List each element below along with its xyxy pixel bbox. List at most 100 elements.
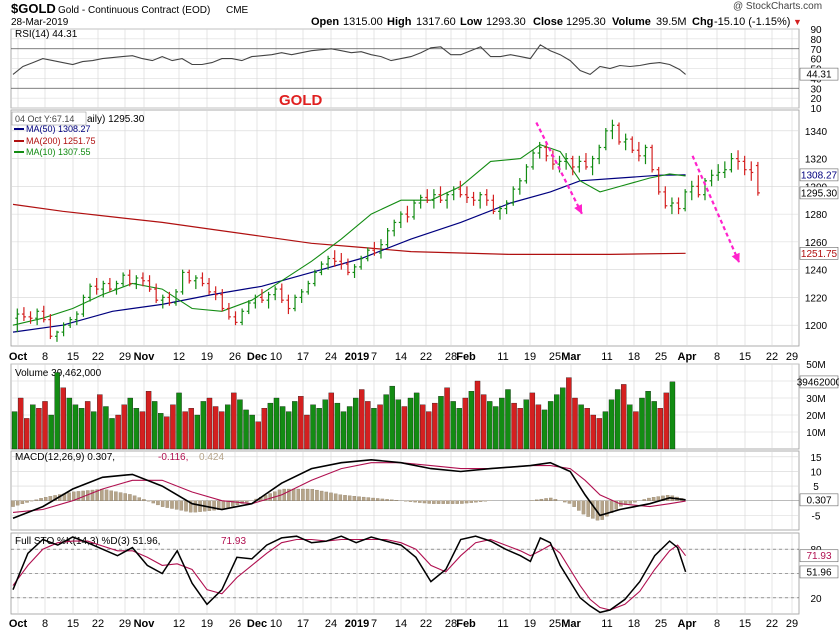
macd-histogram-bar	[483, 500, 488, 502]
macd-histogram-bar	[319, 490, 324, 501]
volume-bar	[456, 408, 462, 450]
ohlc-bar	[15, 308, 20, 333]
macd-histogram-bar	[156, 500, 160, 506]
ma50-legend: MA(50) 1308.27	[26, 124, 91, 134]
volume-bar	[322, 399, 328, 450]
volume-bar	[401, 406, 408, 450]
chart-header: $GOLD Gold - Continuous Contract (EOD) C…	[11, 1, 822, 28]
volume-bar	[340, 411, 347, 450]
macd-histogram-bar	[427, 500, 431, 504]
ma10-legend: MA(10) 1307.55	[26, 147, 91, 157]
macd-histogram-bar	[268, 493, 272, 501]
ma50-value-tag-text: 1308.27	[801, 170, 838, 181]
volume-bar	[450, 401, 456, 450]
ohlc-bar	[74, 311, 79, 326]
ohlc-bar	[48, 314, 53, 340]
volume-y-tick-label: 50M	[806, 360, 825, 371]
rsi-y-tick-label: 20	[810, 94, 822, 105]
ohlc-bar	[121, 272, 126, 287]
sto-x-tick-label: Apr	[678, 618, 698, 630]
volume-bar	[627, 404, 633, 450]
macd-histogram-bar	[605, 500, 609, 517]
ohlc-bar	[253, 294, 258, 309]
macd-histogram-bar	[446, 500, 450, 504]
macd-histogram-bar	[43, 497, 48, 501]
macd-histogram-bar	[291, 488, 296, 501]
price-x-tick-label: 25	[655, 351, 667, 363]
volume-bar	[194, 414, 200, 450]
volume-bar	[310, 404, 316, 450]
macd-histogram-bar	[109, 490, 113, 501]
sto-x-tick-label: 29	[786, 618, 798, 630]
ohlc-bar	[630, 136, 635, 154]
volume-bar	[255, 421, 261, 450]
macd-histogram-bar	[174, 500, 179, 510]
arrow-down-icon	[731, 252, 740, 263]
ma200-legend: MA(200) 1251.75	[26, 136, 96, 146]
price-x-tick-label: 11	[601, 351, 612, 363]
symbol-label[interactable]: $GOLD	[11, 1, 56, 16]
macd-histogram-bar	[160, 500, 165, 507]
high-label: High	[387, 16, 412, 28]
volume-bar	[578, 404, 584, 450]
macd-y-tick-label: -5	[812, 511, 821, 522]
ohlc-bar	[94, 277, 99, 295]
ohlc-bar	[233, 311, 238, 326]
sto-x-tick-label: Mar	[561, 618, 581, 630]
ohlc-bar	[359, 255, 364, 270]
macd-histogram-bar	[390, 499, 394, 501]
macd-histogram-bar	[338, 494, 343, 501]
ohlc-bar	[167, 291, 172, 306]
sto-x-tick-label: 24	[325, 618, 337, 630]
volume-bar	[231, 392, 237, 450]
macd-histogram-bar	[132, 495, 137, 501]
macd-value-tag-text: 0.307	[806, 495, 831, 506]
chg-label: Chg	[692, 16, 713, 28]
ohlc-bar	[418, 194, 423, 209]
macd-histogram-bar	[441, 500, 445, 504]
ohlc-bar	[597, 144, 602, 165]
ohlc-bar	[81, 294, 86, 317]
ohlc-bar	[88, 283, 93, 302]
macd-legend-signal: -0.116,	[158, 452, 188, 463]
sto-x-tick-label: 15	[739, 618, 751, 630]
macd-histogram-bar	[165, 500, 170, 508]
macd-histogram-bar	[15, 500, 20, 506]
volume-bar	[444, 387, 450, 450]
ohlc-bar	[240, 308, 245, 326]
ohlc-bar	[220, 289, 225, 312]
macd-histogram-bar	[380, 498, 385, 501]
ohlc-bar	[603, 128, 608, 151]
price-x-tick-label: 12	[173, 351, 185, 363]
macd-histogram-bar	[614, 500, 618, 510]
ohlc-bar	[154, 283, 159, 303]
chg-value: -15.10 (-1.15%)	[714, 16, 790, 28]
macd-histogram-bar	[549, 497, 553, 501]
macd-line	[12, 458, 686, 520]
volume-value-tag-box	[799, 375, 839, 389]
ohlc-bar	[107, 277, 112, 292]
rsi-y-tick-label: 60	[810, 55, 822, 66]
sto-x-tick-label: 18	[628, 618, 640, 630]
ohlc-bar	[696, 175, 701, 198]
ohlc-bar	[458, 180, 463, 198]
macd-histogram-bar	[39, 498, 43, 501]
volume-bar	[480, 394, 487, 450]
ohlc-bar	[676, 197, 681, 215]
ohlc-bar	[491, 194, 496, 215]
ohlc-bar	[471, 191, 476, 206]
volume-bar	[621, 384, 627, 450]
price-y-tick-label: 1280	[805, 210, 828, 221]
volume-bar	[225, 404, 231, 450]
volume-bar	[554, 394, 560, 450]
volume-bar	[517, 408, 523, 450]
price-x-tick-label: 25	[549, 351, 561, 363]
price-y-tick-label: 1320	[805, 155, 828, 166]
rsi-y-tick-label: 90	[810, 25, 822, 36]
ohlc-bar	[200, 272, 205, 287]
macd-histogram-bar	[544, 498, 548, 501]
macd-histogram-bar	[577, 500, 581, 511]
ohlc-bar	[352, 264, 357, 278]
macd-y-tick-label: 15	[810, 453, 822, 464]
macd-histogram-bar	[287, 488, 291, 501]
